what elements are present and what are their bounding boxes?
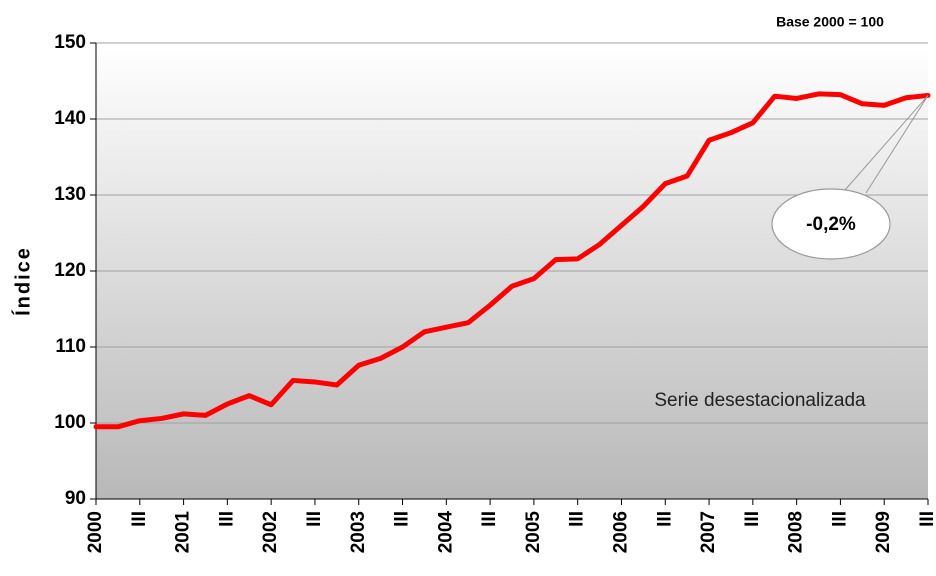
x-tick-label: 2007 — [698, 511, 719, 553]
x-tick-label: III — [567, 511, 588, 527]
x-tick-label: 2004 — [435, 511, 456, 554]
callout-pointer — [865, 95, 929, 194]
x-tick-label: III — [829, 511, 850, 527]
x-tick-label: III — [129, 511, 150, 527]
x-tick-label: 2005 — [523, 511, 544, 554]
x-tick-label: III — [392, 511, 413, 527]
y-tick-label: 90 — [65, 488, 86, 509]
y-tick-label: 140 — [54, 108, 86, 129]
callout-pointer — [844, 95, 929, 191]
annotation: -0,2% — [806, 214, 856, 235]
callout: -0,2% — [771, 95, 929, 260]
callout-bubble — [771, 188, 891, 260]
line — [93, 91, 931, 430]
x-tick-label: 2003 — [348, 511, 369, 553]
y-tick-label: 130 — [54, 184, 86, 205]
x-tick-label: III — [304, 511, 325, 527]
y-tick-label: 110 — [55, 336, 86, 357]
y-tick-label: 150 — [54, 32, 86, 53]
subtitle: Base 2000 = 100 — [776, 14, 884, 30]
x-tick-label: 2008 — [786, 511, 807, 553]
x-tick-label: 2000 — [85, 511, 106, 553]
x-tick-label: III — [654, 511, 675, 527]
x-tick-label: 2006 — [610, 511, 631, 553]
y-tick-label: 100 — [54, 412, 86, 433]
x-tick-label: III — [479, 511, 500, 527]
y-tick-label: 120 — [54, 260, 86, 281]
y-axis-label: Índice — [11, 246, 34, 316]
x-tick-label: 2009 — [873, 511, 894, 553]
x-tick-label: III — [216, 511, 237, 527]
x-tick-label: III — [917, 511, 936, 527]
x-tick-label: III — [742, 511, 763, 527]
x-tick-label: 2002 — [260, 511, 281, 553]
x-tick-label: 2001 — [173, 511, 194, 554]
annotation: Serie desestacionalizada — [654, 390, 866, 411]
